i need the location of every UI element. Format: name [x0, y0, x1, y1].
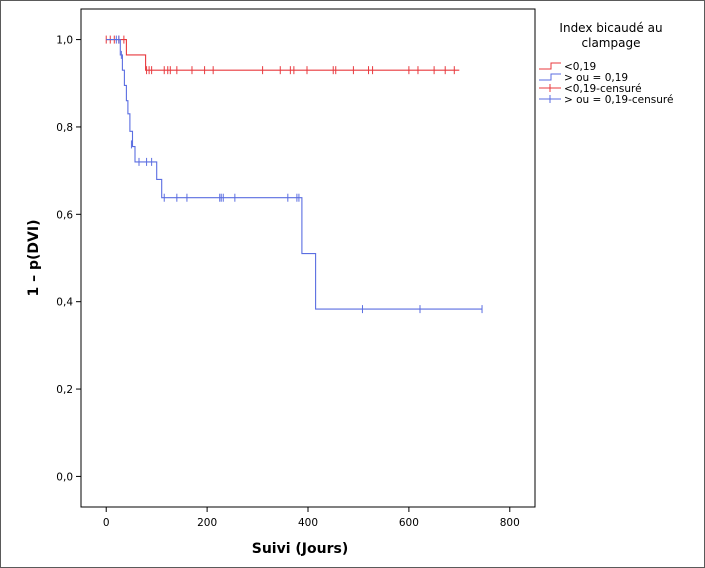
- legend-label: > ou = 0,19-censuré: [564, 94, 673, 106]
- y-tick-label: 0,0: [56, 471, 73, 483]
- legend: Index bicaudé au clampage <0,19> ou = 0,…: [539, 21, 673, 106]
- survival-step-line: [106, 39, 460, 71]
- x-tick-label: 400: [298, 517, 318, 529]
- x-axis-ticks: 0 200 400 600 800: [103, 507, 520, 529]
- legend-step-swatch: [539, 62, 561, 70]
- y-tick-label: 0,4: [56, 297, 73, 309]
- legend-label: > ou = 0,19: [564, 72, 628, 84]
- legend-title-line-2: clampage: [582, 36, 641, 50]
- legend-step-swatch: [539, 73, 561, 81]
- y-tick-label: 0,2: [56, 384, 73, 396]
- legend-label: <0,19-censuré: [564, 83, 642, 95]
- x-tick-label: 600: [399, 517, 419, 529]
- legend-title-line-1: Index bicaudé au: [559, 21, 662, 35]
- y-tick-label: 0,6: [56, 209, 73, 221]
- plot-area: [80, 8, 536, 508]
- survival-step-line: [106, 39, 482, 310]
- x-tick-label: 0: [103, 517, 110, 529]
- x-tick-label: 200: [197, 517, 217, 529]
- series-group: [105, 35, 483, 314]
- legend-label: <0,19: [564, 61, 596, 73]
- y-axis-title: 1 – p(DVI): [26, 220, 42, 297]
- x-axis-title: Suivi (Jours): [252, 541, 348, 557]
- y-tick-label: 1,0: [56, 35, 73, 47]
- x-tick-label: 800: [500, 517, 520, 529]
- y-axis-ticks: 0,0 0,2 0,4 0,6 0,8 1,0: [56, 35, 81, 483]
- y-tick-label: 0,8: [56, 122, 73, 134]
